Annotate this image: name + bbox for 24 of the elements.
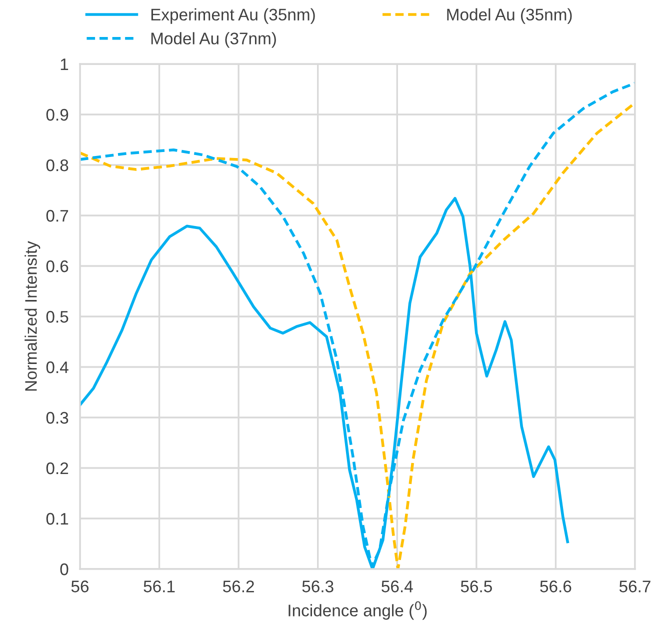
y-axis-title: Normalized Intensity [24,241,40,391]
y-tick-label: 0.2 [46,462,68,474]
y-tick-label: 0 [60,563,68,576]
x-tick-label: 56.4 [382,580,413,592]
legend-label: Model Au (37nm) [151,32,276,48]
y-tick-label: 0.9 [46,108,68,121]
y-tick-label: 0.8 [46,159,68,172]
y-tick-label: 0.6 [46,260,68,272]
x-tick-label: 56.3 [302,580,334,592]
y-tick-label: 1 [60,58,68,70]
x-tick-label: 56.2 [223,580,254,592]
y-tick-label: 0.5 [46,310,68,323]
y-tick-label: 0.4 [46,361,68,374]
x-tick-label: 56.7 [619,580,650,592]
y-tick-label: 0.3 [46,412,68,424]
x-tick-label: 56.5 [460,580,492,592]
x-axis-title: Incidence angle ($^{0}$) [288,601,427,620]
legend-label: Experiment Au (35nm) [151,8,315,24]
y-tick-label: 0.7 [46,210,68,222]
x-tick-label: 56.1 [144,580,175,592]
legend-label: Model Au (35nm) [447,8,572,24]
y-tick-label: 0.1 [46,512,68,525]
x-tick-label: 56 [71,580,89,592]
x-tick-label: 56.6 [540,580,572,592]
